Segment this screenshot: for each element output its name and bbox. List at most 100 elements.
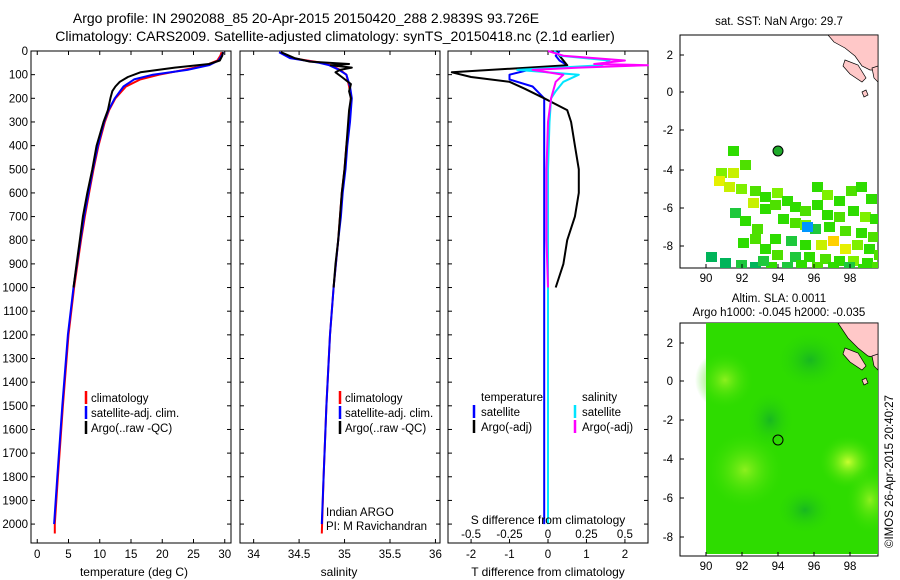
difference-xlabel: T difference from climatology (471, 565, 625, 579)
sla-lat-tick: 0 (667, 376, 673, 388)
sst-pixel (820, 254, 831, 264)
sst-pixel (858, 264, 869, 268)
sst-pixel (834, 212, 845, 222)
y-tick-label: 1000 (2, 283, 28, 295)
sst-pixel (760, 192, 771, 202)
sla-lat-tick: 2 (667, 338, 673, 350)
sst-pixel (736, 184, 747, 194)
sla-low-blob (775, 485, 835, 535)
sst-pixel (846, 186, 857, 196)
sst-pixel (740, 216, 751, 226)
sst-lon-tick: 98 (844, 273, 857, 285)
sst-pixel (782, 196, 793, 206)
title-line-1: Argo profile: IN 2902088_85 20-Apr-2015 … (73, 10, 539, 26)
top-tick-label: 0.25 (575, 529, 597, 541)
legend-title-temperature: temperature (481, 392, 543, 404)
difference-legend: temperature satellite Argo(-adj) salinit… (472, 392, 633, 434)
x-tick-label: -1 (504, 549, 514, 561)
sla-map-title-1: Altim. SLA: 0.0011 (732, 293, 826, 305)
sla-map-content (695, 323, 878, 554)
series-line-climatology (53, 51, 223, 534)
sla-high-blob (705, 430, 785, 510)
sst-lat-tick: -6 (663, 203, 673, 215)
land-sumatra (837, 323, 878, 359)
top-tick-label: 0 (545, 529, 551, 541)
sst-pixel (822, 210, 833, 220)
sst-pixel (852, 240, 863, 250)
series-line-s-argo-adj- (531, 50, 649, 288)
y-tick-label: 400 (9, 141, 28, 153)
sst-pixel (738, 238, 749, 248)
sst-lon-tick: 96 (808, 273, 821, 285)
series-line-t-argo-adj- (450, 50, 580, 288)
legend-label-s-argo: Argo(-adj) (582, 422, 633, 434)
temperature-xlabel: temperature (deg C) (80, 565, 188, 579)
land-sumatra (827, 35, 878, 71)
sst-pixel (760, 244, 771, 254)
series-line-argo-raw-qc- (72, 52, 224, 288)
sst-pixel (770, 234, 781, 244)
y-tick-label: 1800 (2, 472, 28, 484)
x-tick-label: 0 (545, 549, 551, 561)
sst-pixel (834, 196, 845, 206)
series-line-argo-raw-qc- (280, 51, 353, 288)
sla-lat-tick: -8 (663, 532, 673, 544)
salinity-xlabel: salinity (321, 565, 358, 579)
sst-pixel (874, 250, 878, 260)
sst-pixel (828, 262, 839, 268)
x-tick-label: 2 (622, 549, 628, 561)
sst-pixel (834, 256, 845, 266)
salinity-panel-frame (239, 50, 441, 544)
sst-pixel (796, 260, 807, 268)
sla-low-blob (775, 330, 845, 390)
imos-credit: ©IMOS 26-Apr-2015 20:40:27 (884, 395, 896, 548)
x-tick-label: 35 (338, 549, 351, 561)
sla-low-blob (745, 390, 795, 450)
land-island (861, 377, 869, 386)
legend-label-satellite: satellite-adj. clim. (345, 408, 433, 420)
sst-pixel (800, 240, 811, 250)
land-island (842, 59, 867, 83)
sst-lat-tick: 2 (667, 50, 673, 62)
legend-label-t-argo: Argo(-adj) (481, 422, 532, 434)
land-island (871, 353, 878, 371)
x-tick-label: 30 (218, 549, 231, 561)
y-tick-label: 1700 (2, 448, 28, 460)
sst-pixel (728, 146, 739, 156)
sst-pixel (716, 168, 727, 178)
sst-pixel (728, 168, 739, 178)
series-line-climatology (280, 51, 352, 534)
sst-pixel (750, 262, 761, 268)
sla-lon-tick: 90 (700, 561, 713, 573)
sst-pixel (840, 226, 851, 236)
y-tick-label: 600 (9, 188, 28, 200)
y-tick-label: 1200 (2, 330, 28, 342)
x-tick-label: 0 (34, 549, 40, 561)
sst-pixel (730, 208, 741, 218)
temperature-chart: 0 5 10 15 20 25 300100200300400500600700800900… (2, 46, 231, 561)
argo-float-marker (772, 434, 784, 446)
sst-pixel (810, 224, 821, 234)
sst-pixel (812, 182, 823, 192)
sst-pixel (802, 222, 813, 232)
salinity-legend: climatology satellite-adj. clim. Argo(..… (338, 391, 433, 435)
y-tick-label: 700 (9, 212, 28, 224)
sst-pixel (724, 182, 735, 192)
sst-pixel (822, 190, 833, 200)
difference-xlabel-top: S difference from climatology (471, 513, 626, 527)
sst-pixel (772, 250, 783, 260)
sst-pixel (848, 256, 859, 266)
x-tick-label: 25 (187, 549, 200, 561)
land-island (861, 89, 869, 98)
x-tick-label: 5 (65, 549, 71, 561)
legend-label-argo: Argo(..raw -QC) (345, 423, 426, 435)
y-tick-label: 2000 (2, 519, 28, 531)
difference-chart: -2 -1 0 1 2 -0.5 -0.25 0 0.25 0.5 (448, 50, 649, 561)
argo-float-marker (772, 145, 784, 157)
legend-label-t-satellite: satellite (481, 407, 520, 419)
sst-pixel (740, 160, 751, 170)
x-tick-label: 10 (93, 549, 106, 561)
sst-lat-tick: -2 (663, 125, 673, 137)
sst-pixel (868, 232, 878, 242)
sst-pixel (790, 218, 801, 228)
